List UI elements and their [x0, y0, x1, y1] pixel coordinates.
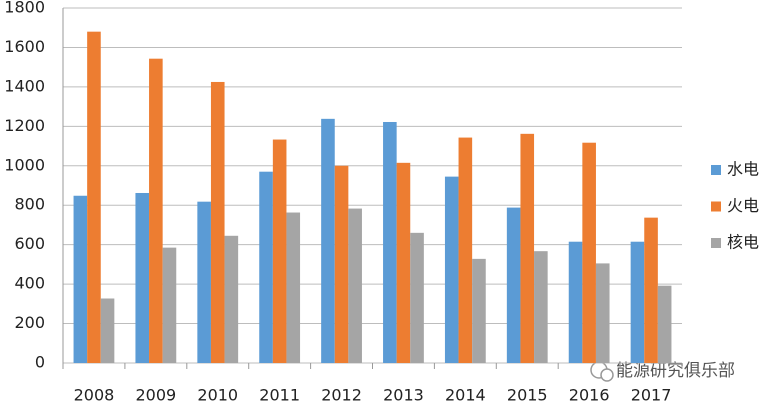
legend-swatch: [711, 238, 721, 248]
x-tick-label: 2017: [631, 386, 672, 403]
bar: [534, 251, 548, 363]
watermark: 能源研究俱乐部: [616, 361, 735, 381]
x-tick-label: 2012: [321, 386, 362, 403]
bar: [568, 241, 583, 363]
x-tick-label: 2013: [383, 386, 424, 403]
bar: [149, 58, 163, 364]
x-tick-label: 2011: [259, 386, 300, 403]
bar: [210, 81, 225, 363]
bar: [197, 201, 211, 363]
bar: [520, 133, 535, 363]
x-tick-label: 2014: [445, 386, 486, 403]
bar: [582, 142, 596, 363]
bar: [162, 247, 177, 363]
x-tick-label: 2009: [135, 386, 176, 403]
y-tick-label: 600: [14, 234, 45, 253]
x-tick-label: 2016: [569, 386, 610, 403]
bar: [410, 232, 424, 363]
y-tick-label: 1200: [4, 116, 45, 135]
bar: [286, 212, 301, 363]
bar: [348, 208, 362, 363]
bar: [224, 235, 239, 363]
x-tick-label: 2010: [197, 386, 238, 403]
x-tick-label: 2008: [74, 386, 115, 403]
bar: [321, 118, 335, 363]
bar: [657, 285, 672, 363]
y-tick-label: 1600: [4, 37, 45, 56]
bar: [87, 31, 101, 364]
bar: [630, 241, 645, 363]
bar: [644, 217, 658, 363]
bar: [595, 263, 610, 363]
legend-swatch: [711, 165, 721, 175]
bar: [396, 162, 411, 363]
x-tick-label: 2015: [507, 386, 548, 403]
bar: [73, 195, 88, 363]
legend-label: 核电: [727, 233, 759, 252]
legend-label: 火电: [727, 196, 759, 215]
bar: [444, 176, 459, 363]
y-tick-label: 0: [35, 353, 45, 372]
bar: [100, 298, 115, 363]
legend-swatch: [711, 201, 721, 212]
y-tick-label: 1800: [4, 0, 45, 17]
watermark-icon: [600, 368, 614, 382]
bar: [506, 207, 521, 363]
bar: [383, 121, 397, 363]
bar: [272, 139, 287, 363]
bar: [135, 192, 150, 363]
y-tick-label: 200: [14, 313, 45, 332]
y-tick-label: 1000: [4, 155, 45, 174]
y-tick-label: 400: [14, 274, 45, 293]
legend-label: 水电: [727, 160, 759, 179]
bar: [334, 165, 349, 363]
bar: [259, 171, 273, 363]
bar: [458, 137, 473, 363]
y-tick-label: 1400: [4, 76, 45, 95]
y-tick-label: 800: [14, 195, 45, 214]
bar: [472, 258, 486, 363]
